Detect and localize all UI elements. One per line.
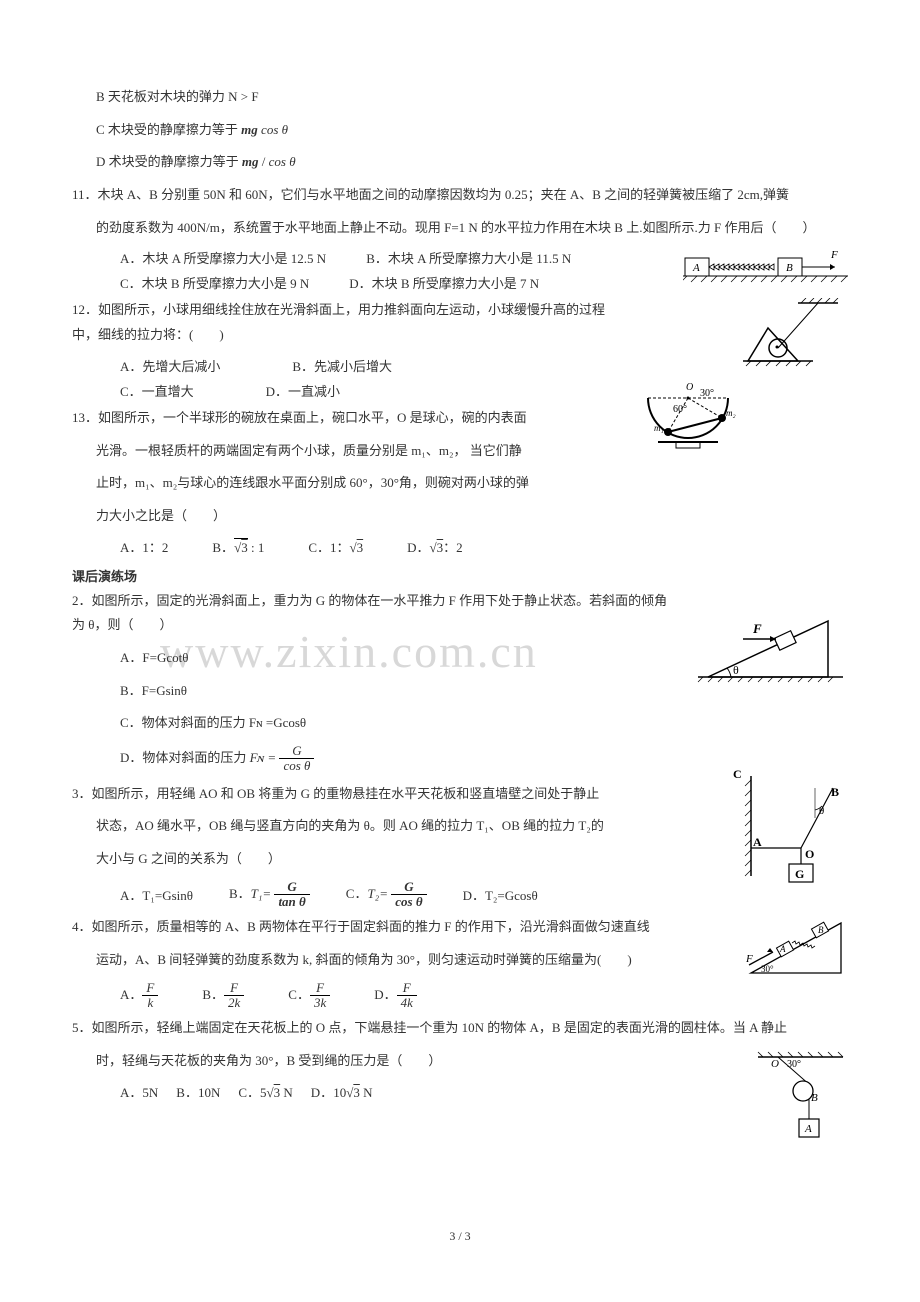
svg-text:A: A: [753, 835, 762, 849]
q3-opt-d: D．T₂=Gcosθ: [463, 885, 538, 904]
pre-d-sep: /: [259, 154, 269, 169]
q11-stem-l2: 的劲度系数为 400N/m，系统置于水平地面上静止不动。现用 F=1 N 的水平…: [72, 216, 848, 241]
pre-d-prefix: D 术块受的静摩擦力等于: [96, 154, 242, 169]
svg-text:A: A: [804, 1123, 812, 1135]
svg-text:m₂: m₂: [726, 408, 736, 418]
pre-d-trig: cos θ: [269, 154, 296, 169]
q5-opt-a: A．5N: [120, 1082, 158, 1101]
page-content: B 天花板对木块的弹力 N > F C 木块受的静摩擦力等于 mg cos θ …: [72, 85, 848, 1244]
q12-opt-b: B．先减小后增大: [292, 356, 392, 375]
q4-row: 4．如图所示，质量相等的 A、B 两物体在平行于固定斜面的推力 F 的作用下，沿…: [72, 915, 848, 1016]
q2-stem: 2．如图所示，固定的光滑斜面上，重力为 G 的物体在一水平推力 F 作用下处于静…: [72, 589, 671, 638]
q13-opt-a: A．1：2: [120, 537, 168, 556]
svg-text:B: B: [818, 925, 824, 935]
q2-opt-a: A．F=Gcotθ: [72, 646, 671, 671]
pre-option-c: C 木块受的静摩擦力等于 mg cos θ: [72, 118, 848, 143]
svg-text:F: F: [752, 621, 762, 636]
q3-opt-a: A．T₁=Gsinθ: [120, 885, 193, 904]
q11-opt-a: A．木块 A 所受摩擦力大小是 12.5 N: [120, 248, 326, 267]
svg-text:m₁: m₁: [654, 423, 664, 433]
q5-opt-b: B．10N: [176, 1082, 220, 1101]
q11-body: A．木块 A 所受摩擦力大小是 12.5 N B．木块 A 所受摩擦力大小是 1…: [72, 248, 848, 298]
svg-text:θ: θ: [733, 663, 739, 677]
svg-text:30°: 30°: [700, 388, 714, 399]
q4-opt-c: C．F3k: [288, 981, 330, 1011]
svg-text:B: B: [831, 785, 839, 799]
svg-text:60°: 60°: [673, 404, 687, 415]
svg-text:B: B: [786, 262, 793, 274]
q4-stem-l1: 4．如图所示，质量相等的 A、B 两物体在平行于固定斜面的推力 F 的作用下，沿…: [72, 915, 731, 940]
q3-stem-l1: 3．如图所示，用轻绳 AO 和 OB 将重为 G 的重物悬挂在水平天花板和竖直墙…: [72, 782, 721, 807]
q2-figure: F θ: [683, 609, 848, 687]
q12-q13-row: 12．如图所示，小球用细线拴住放在光滑斜面上，用力推斜面向左运动，小球缓慢升高的…: [72, 298, 848, 561]
q13-stem-l4: 力大小之比是（ ）: [72, 504, 626, 529]
page-footer: 3 / 3: [72, 1229, 848, 1244]
q11-stem-l1: 11．木块 A、B 分别重 50N 和 60N，它们与水平地面之间的动摩擦因数均…: [72, 183, 848, 208]
q11-opt-b: B．木块 A 所受摩擦力大小是 11.5 N: [366, 248, 571, 267]
pre-c-prefix: C 木块受的静摩擦力等于: [96, 122, 241, 137]
svg-text:O: O: [771, 1058, 779, 1070]
svg-text:G: G: [795, 867, 804, 881]
q5-figure: O 30° B A: [753, 1049, 848, 1149]
q13-stem-l3: 止时，m₁、m₂与球心的连线跟水平面分别成 60°，30°角，则碗对两小球的弹: [72, 471, 626, 496]
svg-text:B: B: [811, 1092, 818, 1104]
svg-text:O: O: [805, 847, 814, 861]
q3-opt-b: B．T₁= Gtan θ: [229, 880, 310, 910]
pre-option-d: D 术块受的静摩擦力等于 mg / cos θ: [72, 150, 848, 175]
q3-stem-l3: 大小与 G 之间的关系为（ ）: [72, 847, 721, 872]
pre-c-trig: cos θ: [261, 122, 288, 137]
q2-row: 2．如图所示，固定的光滑斜面上，重力为 G 的物体在一水平推力 F 作用下处于静…: [72, 589, 848, 782]
q13-figure: O 60° 30° m₁ m₂: [638, 376, 748, 461]
svg-text:O: O: [686, 382, 693, 393]
q5-opt-d: D．10√3 N: [311, 1082, 373, 1101]
q3-stem-l2: 状态，AO 绳水平，OB 绳与竖直方向的夹角为 θ。则 AO 绳的拉力 T₁、O…: [72, 814, 721, 839]
q12-stem: 12．如图所示，小球用细线拴住放在光滑斜面上，用力推斜面向左运动，小球缓慢升高的…: [72, 298, 626, 347]
q11-figure: A B F: [683, 248, 848, 288]
q5-stem-l2: 时，轻绳与天花板的夹角为 30°，B 受到绳的压力是（ ）: [72, 1049, 741, 1074]
svg-text:θ: θ: [819, 805, 824, 817]
pre-option-b: B 天花板对木块的弹力 N > F: [72, 85, 848, 110]
q3-figure: C A O B G θ: [733, 766, 848, 891]
q12-opt-a: A．先增大后减小: [120, 356, 220, 375]
q13-opt-d: D．√3：2: [407, 537, 463, 556]
svg-text:A: A: [692, 262, 700, 274]
q5-stem-l1: 5．如图所示，轻绳上端固定在天花板上的 O 点，下端悬挂一个重为 10N 的物体…: [72, 1016, 848, 1041]
q4-figure: F A B 30°: [743, 915, 848, 980]
q3-row: 3．如图所示，用轻绳 AO 和 OB 将重为 G 的重物悬挂在水平天花板和竖直墙…: [72, 782, 848, 916]
svg-text:F: F: [745, 953, 753, 965]
q11-opt-c: C．木块 B 所受摩擦力大小是 9 N: [120, 273, 309, 292]
q13-opt-b: B．√3 : 1: [212, 537, 264, 556]
svg-text:30°: 30°: [787, 1059, 801, 1070]
q3-opt-c: C．T₂= Gcos θ: [346, 880, 427, 910]
q4-opt-d: D．F4k: [374, 981, 417, 1011]
svg-text:30°: 30°: [761, 964, 774, 974]
q12-figure: [743, 298, 843, 368]
q4-opt-b: B．F2k: [202, 981, 244, 1011]
q12-opt-d: D．一直减小: [266, 381, 340, 400]
svg-text:F: F: [830, 249, 838, 261]
q13-opt-c: C．1：√3: [308, 537, 363, 556]
svg-text:C: C: [733, 767, 742, 781]
q13-stem-l1: 13．如图所示，一个半球形的碗放在桌面上，碗口水平，O 是球心，碗的内表面: [72, 406, 626, 431]
q5-row: 时，轻绳与天花板的夹角为 30°，B 受到绳的压力是（ ） A．5N B．10N…: [72, 1049, 848, 1149]
q11-opt-d: D．木块 B 所受摩擦力大小是 7 N: [349, 273, 539, 292]
pre-c-var: mg: [241, 122, 258, 137]
q5-opt-c: C．5√3 N: [238, 1082, 292, 1101]
q12-opt-c: C．一直增大: [120, 381, 194, 400]
svg-text:A: A: [779, 944, 786, 954]
q4-opt-a: A．Fk: [120, 981, 158, 1011]
q2-opt-b: B．F=Gsinθ: [72, 679, 671, 704]
pre-d-var: mg: [242, 154, 259, 169]
q2-opt-c: C．物体对斜面的压力 Fɴ =Gcosθ: [72, 711, 671, 736]
q2-opt-d: D．物体对斜面的压力 Fɴ = Gcos θ: [72, 744, 671, 774]
q4-stem-l2: 运动，A、B 间轻弹簧的劲度系数为 k, 斜面的倾角为 30°，则匀速运动时弹簧…: [72, 948, 731, 973]
q13-stem-l2: 光滑。一根轻质杆的两端固定有两个小球，质量分别是 m₁、m₂， 当它们静: [72, 439, 626, 464]
section-header: 课后演练场: [72, 566, 848, 585]
